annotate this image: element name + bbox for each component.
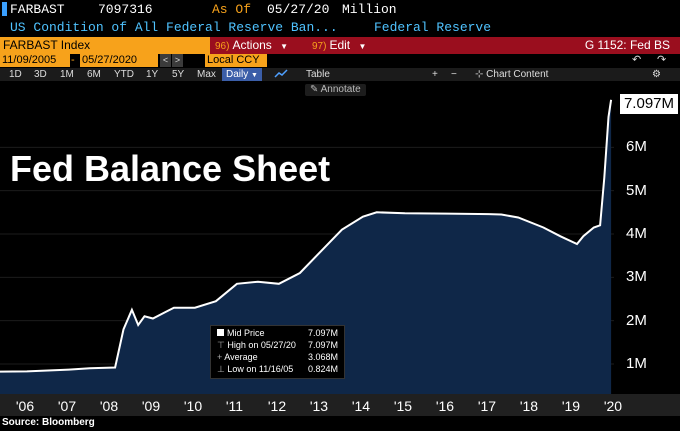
legend-low: ⊥ Low on 11/16/05	[217, 364, 293, 375]
square-icon	[217, 329, 224, 336]
legend-value: 3.068M	[308, 352, 339, 362]
overlay-title: Fed Balance Sheet	[10, 148, 331, 189]
x-tick-label: '16	[435, 398, 455, 414]
legend-value: 7.097M	[308, 340, 339, 350]
y-tick-label: 2M	[626, 311, 647, 329]
period-3d[interactable]: 3D	[34, 69, 47, 80]
x-tick-label: '19	[561, 398, 581, 414]
security-header: FARBAST 7097316 As Of 05/27/20 Million	[0, 0, 680, 18]
x-tick-label: '08	[99, 398, 119, 414]
source-note: Source: Bloomberg	[2, 417, 95, 428]
legend-label: Mid Price	[227, 328, 265, 338]
annotate-label: Annotate	[320, 84, 361, 95]
chart-plot[interactable]	[0, 90, 680, 394]
x-tick-label: '11	[225, 398, 244, 414]
chevron-down-icon: ▼	[280, 42, 289, 51]
data-source: Federal Reserve	[374, 20, 492, 35]
as-of-label: As Of	[212, 2, 252, 17]
next-period-icon[interactable]: >	[172, 54, 183, 67]
gear-icon[interactable]: ⚙	[652, 69, 661, 80]
date-separator: -	[71, 54, 75, 66]
last-value: 7097316	[98, 2, 153, 17]
actions-number: 96)	[215, 41, 230, 52]
x-tick-label: '12	[267, 398, 287, 414]
y-tick-label: 1M	[626, 355, 647, 372]
period-ytd[interactable]: YTD	[114, 69, 134, 80]
chevron-down-icon: ▼	[358, 42, 367, 51]
function-toolbar: FARBAST Index 96) Actions ▼ 97) Edit ▼ G 1…	[0, 37, 680, 54]
x-tick-label: '14	[351, 398, 371, 414]
period-toolbar: 1D 3D 1M 6M YTD 1Y 5Y Max Daily ▼ Table …	[0, 68, 680, 81]
high-marker-icon: ⊤	[217, 340, 225, 350]
actions-label: Actions	[232, 38, 272, 52]
period-6m[interactable]: 6M	[87, 69, 101, 80]
currency-select[interactable]: Local CCY ▼	[205, 54, 267, 78]
area-fill	[0, 99, 612, 394]
y-tick-label: 5M	[626, 181, 647, 199]
legend-value: 7.097M	[308, 328, 339, 338]
pencil-icon: ✎	[310, 84, 319, 95]
period-1m[interactable]: 1M	[60, 69, 74, 80]
chart-icon: ⊹	[475, 69, 484, 80]
date-range-bar: 11/09/2005 - 05/27/2020 < > Local CCY ▼ …	[0, 54, 680, 78]
x-tick-label: '07	[57, 398, 77, 414]
function-label: G 1152: Fed BS	[584, 38, 670, 52]
actions-menu[interactable]: 96) Actions ▼	[215, 37, 288, 54]
x-tick-label: '15	[393, 398, 413, 414]
last-value-tag: 7.097M	[620, 94, 678, 114]
edit-number: 97)	[312, 41, 327, 52]
start-date-input[interactable]: 11/09/2005	[0, 54, 70, 67]
y-tick-label: 3M	[626, 268, 647, 286]
chevron-down-icon: ▼	[251, 72, 258, 79]
balance-line	[0, 99, 613, 373]
period-1y[interactable]: 1Y	[146, 69, 159, 80]
x-tick-label: '17	[477, 398, 497, 414]
period-5y[interactable]: 5Y	[172, 69, 185, 80]
edit-menu[interactable]: 97) Edit ▼	[312, 37, 366, 54]
chart-legend[interactable]: Mid Price 7.097M ⊤ High on 05/27/20 7.09…	[210, 325, 345, 379]
units-label: Million	[342, 2, 397, 17]
low-marker-icon: ⊥	[217, 364, 225, 374]
chart-content-button[interactable]: ⊹ Chart Content	[475, 68, 548, 81]
legend-label: High on 05/27/20	[227, 340, 296, 350]
chart-content-label: Chart Content	[486, 69, 549, 80]
zoom-out-icon[interactable]: −	[451, 69, 457, 80]
x-tick-label: '18	[519, 398, 539, 414]
average-marker-icon: +	[217, 352, 223, 362]
y-tick-label: 4M	[626, 225, 647, 242]
x-tick-label: '13	[309, 398, 329, 414]
y-tick-label: 6M	[626, 138, 647, 156]
header-marker	[2, 2, 7, 16]
legend-label: Average	[224, 352, 258, 362]
legend-high: ⊤ High on 05/27/20	[217, 340, 296, 351]
period-1d[interactable]: 1D	[9, 69, 22, 80]
x-tick-label: '10	[183, 398, 203, 414]
line-chart-icon[interactable]	[274, 68, 288, 81]
annotate-button[interactable]: ✎ Annotate	[305, 84, 366, 96]
edit-label: Edit	[329, 38, 351, 52]
security-field[interactable]: FARBAST Index	[0, 37, 210, 54]
x-axis: '06 '07 '08 '09 '10 '11 '12 '13 '14 '15 '16 '17 '18 '…	[0, 394, 680, 416]
legend-mid-price: Mid Price	[217, 328, 265, 339]
prev-period-icon[interactable]: <	[160, 54, 171, 67]
x-tick-label: '09	[141, 398, 161, 414]
undo-icon[interactable]: ↶	[632, 54, 642, 66]
table-button[interactable]: Table	[306, 69, 330, 80]
description-row: US Condition of All Federal Reserve Ban.…	[0, 18, 680, 36]
period-max[interactable]: Max	[197, 69, 216, 80]
frequency-select[interactable]: Daily ▼	[222, 68, 262, 81]
legend-label: Low on 11/16/05	[227, 364, 294, 374]
as-of-date: 05/27/20	[267, 2, 330, 17]
legend-value: 0.824M	[308, 364, 339, 374]
x-tick-label: '20	[603, 398, 623, 414]
ticker-label: FARBAST	[10, 2, 65, 17]
redo-icon[interactable]: ↷	[657, 54, 667, 66]
security-description: US Condition of All Federal Reserve Ban.…	[10, 20, 338, 35]
currency-label: Local CCY	[207, 54, 260, 66]
frequency-label: Daily	[226, 69, 249, 80]
zoom-in-icon[interactable]: +	[432, 69, 438, 80]
end-date-input[interactable]: 05/27/2020	[80, 54, 158, 67]
legend-average: + Average	[217, 352, 258, 363]
x-tick-label: '06	[15, 398, 35, 414]
